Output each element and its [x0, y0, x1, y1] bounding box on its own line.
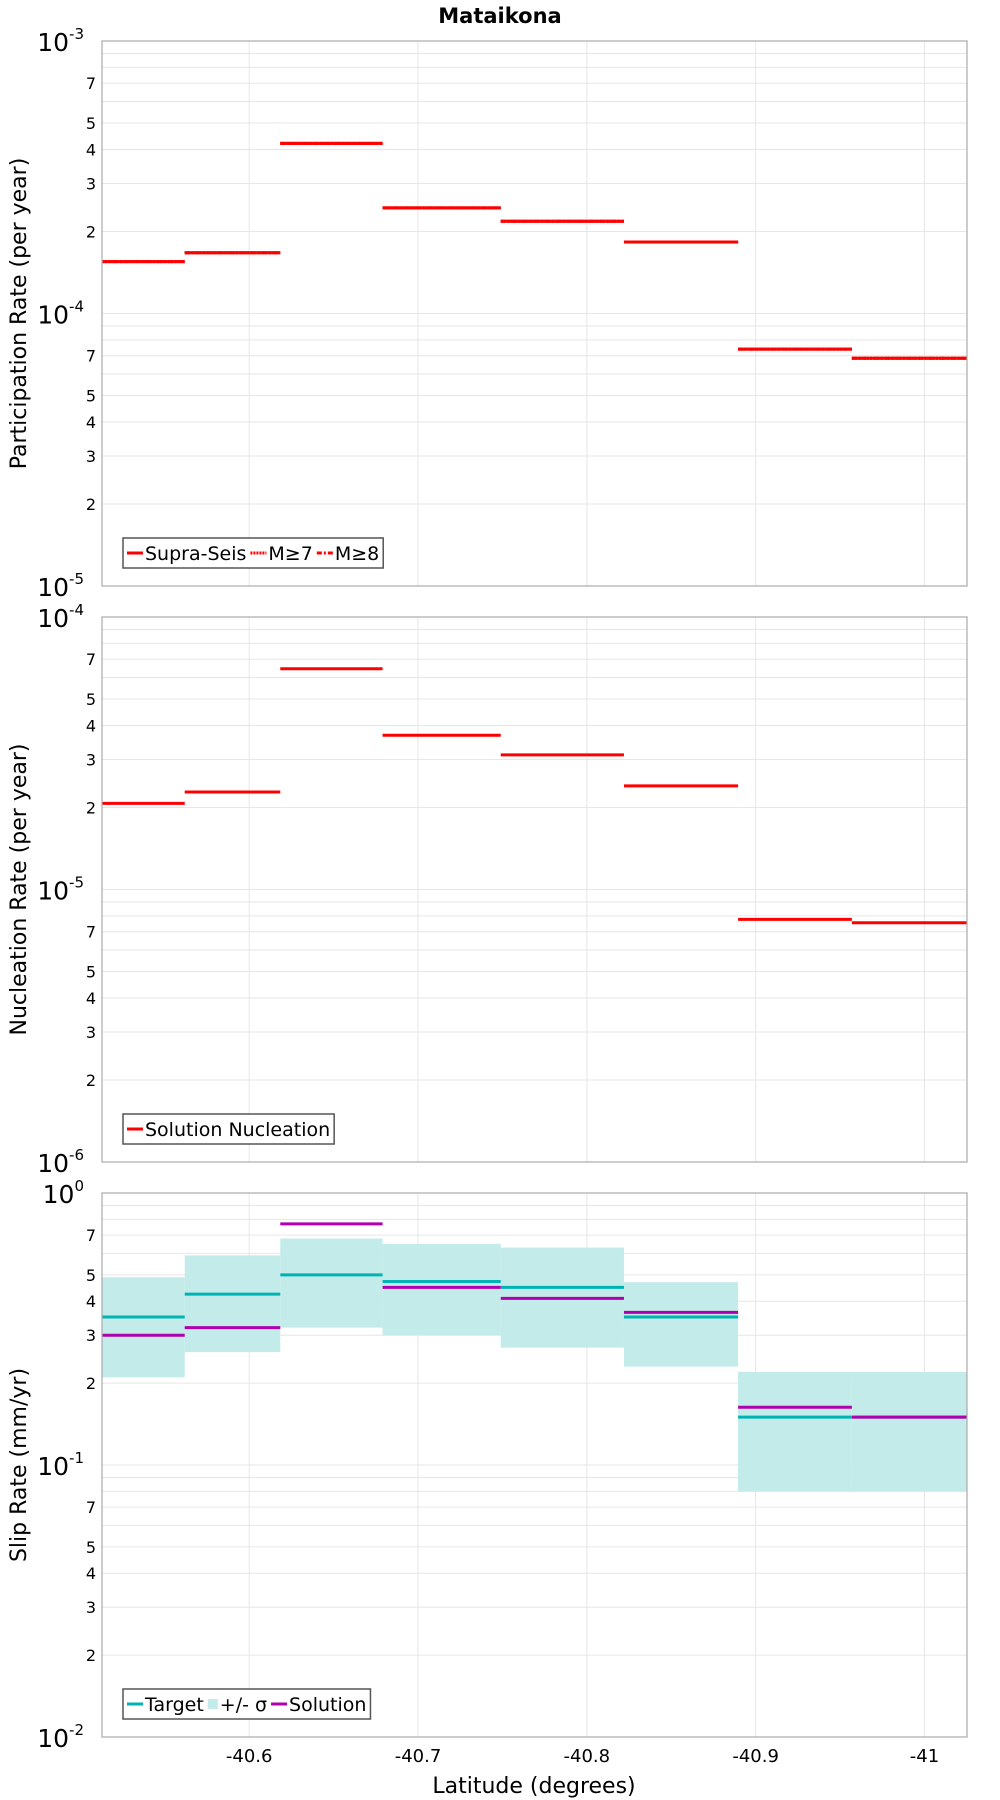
x-tick-label: -41: [910, 1746, 939, 1767]
y-tick-minor-label: 3: [86, 447, 96, 466]
y-tick-minor-label: 4: [86, 989, 96, 1008]
legend-label: Target: [144, 1694, 204, 1716]
sigma-band: [102, 1277, 185, 1378]
y-tick-base: 10: [37, 1724, 69, 1753]
y-tick-decade-label: 10-4: [37, 298, 84, 330]
y-tick-decade-label: 10-1: [37, 1449, 84, 1481]
x-tick-label: -40.7: [395, 1746, 442, 1767]
y-tick-decade-label: 10-3: [37, 25, 84, 57]
y-tick-minor-label: 7: [86, 650, 96, 669]
y-tick-exponent: -1: [69, 1449, 84, 1467]
y-tick-exponent: -4: [69, 298, 84, 316]
y-tick-minor-label: 3: [86, 1598, 96, 1617]
y-axis-label: Slip Rate (mm/yr): [7, 1368, 32, 1562]
y-tick-minor-label: 2: [86, 1374, 96, 1393]
y-tick-minor-label: 2: [86, 1071, 96, 1090]
y-tick-base: 10: [37, 1149, 69, 1178]
y-tick-minor-label: 7: [86, 1226, 96, 1245]
y-tick-minor-label: 5: [86, 1538, 96, 1557]
y-tick-decade-label: 10-5: [37, 874, 84, 906]
legend-label: +/- σ: [220, 1694, 267, 1716]
legend-swatch-band: [207, 1699, 218, 1709]
y-tick-base: 10: [37, 573, 69, 602]
y-tick-minor-label: 4: [86, 1564, 96, 1583]
sigma-band: [280, 1238, 383, 1328]
x-axis-label: Latitude (degrees): [432, 1774, 635, 1799]
y-tick-exponent: 0: [74, 1177, 84, 1195]
y-tick-minor-label: 2: [86, 495, 96, 514]
sigma-band: [623, 1282, 739, 1367]
legend-label: M≥8: [335, 543, 379, 565]
chart-title: Mataikona: [438, 4, 561, 28]
y-tick-minor-label: 3: [86, 750, 96, 769]
y-tick-base: 10: [37, 301, 69, 330]
legend: Target +/- σ Solution: [122, 1688, 372, 1720]
legend-label: Supra-Seis: [145, 543, 246, 565]
y-tick-decade-label: 10-5: [37, 570, 84, 602]
x-tick-label: -40.8: [564, 1746, 611, 1767]
y-tick-minor-label: 7: [86, 1498, 96, 1517]
legend-label: M≥7: [268, 543, 312, 565]
y-tick-minor-label: 5: [86, 690, 96, 709]
legend-box: [122, 1688, 372, 1720]
y-tick-base: 10: [37, 28, 69, 57]
y-tick-exponent: -6: [69, 1146, 84, 1164]
y-tick-exponent: -3: [69, 25, 84, 43]
y-tick-minor-label: 4: [86, 140, 96, 159]
y-tick-decade-label: 10-2: [37, 1721, 84, 1753]
y-tick-minor-label: 4: [86, 716, 96, 735]
legend-box: [122, 537, 384, 569]
y-tick-minor-label: 5: [86, 1266, 96, 1285]
sigma-band: [851, 1371, 967, 1492]
y-tick-base: 10: [37, 604, 69, 633]
plot-frame: [101, 616, 968, 1163]
y-tick-minor-label: 4: [86, 413, 96, 432]
y-tick-minor-label: 7: [86, 74, 96, 93]
y-tick-minor-label: 5: [86, 387, 96, 406]
plot-frame: [101, 1192, 968, 1738]
legend-label: Solution Nucleation: [145, 1119, 330, 1141]
y-tick-decade-label: 100: [43, 1177, 84, 1209]
sigma-band: [382, 1243, 501, 1336]
y-tick-minor-label: 7: [86, 347, 96, 366]
y-tick-exponent: -5: [69, 874, 84, 892]
y-tick-minor-label: 3: [86, 1023, 96, 1042]
y-tick-decade-label: 10-4: [37, 601, 84, 633]
y-tick-minor-label: 2: [86, 798, 96, 817]
y-tick-minor-label: 3: [86, 1326, 96, 1345]
y-tick-base: 10: [37, 877, 69, 906]
x-tick-label: -40.9: [732, 1746, 779, 1767]
sigma-band: [184, 1255, 281, 1353]
y-tick-exponent: -4: [69, 601, 84, 619]
legend-label: Solution: [289, 1694, 366, 1716]
y-tick-exponent: -5: [69, 570, 84, 588]
y-tick-minor-label: 2: [86, 222, 96, 241]
sigma-band: [738, 1371, 852, 1492]
y-tick-decade-label: 10-6: [37, 1146, 84, 1178]
legend: Solution Nucleation: [122, 1113, 335, 1145]
y-tick-minor-label: 7: [86, 923, 96, 942]
y-tick-minor-label: 5: [86, 963, 96, 982]
y-axis-label: Participation Rate (per year): [7, 158, 32, 470]
y-tick-minor-label: 3: [86, 174, 96, 193]
y-axis-label: Nucleation Rate (per year): [7, 744, 32, 1036]
y-tick-base: 10: [43, 1180, 75, 1209]
y-tick-minor-label: 4: [86, 1292, 96, 1311]
legend-box: [122, 1113, 335, 1145]
legend: Supra-Seis M≥7 M≥8: [122, 537, 384, 569]
plot-frame: [101, 40, 968, 587]
y-tick-minor-label: 2: [86, 1646, 96, 1665]
y-tick-minor-label: 5: [86, 114, 96, 133]
y-tick-base: 10: [37, 1452, 69, 1481]
x-tick-label: -40.6: [226, 1746, 273, 1767]
y-tick-exponent: -2: [69, 1721, 84, 1739]
